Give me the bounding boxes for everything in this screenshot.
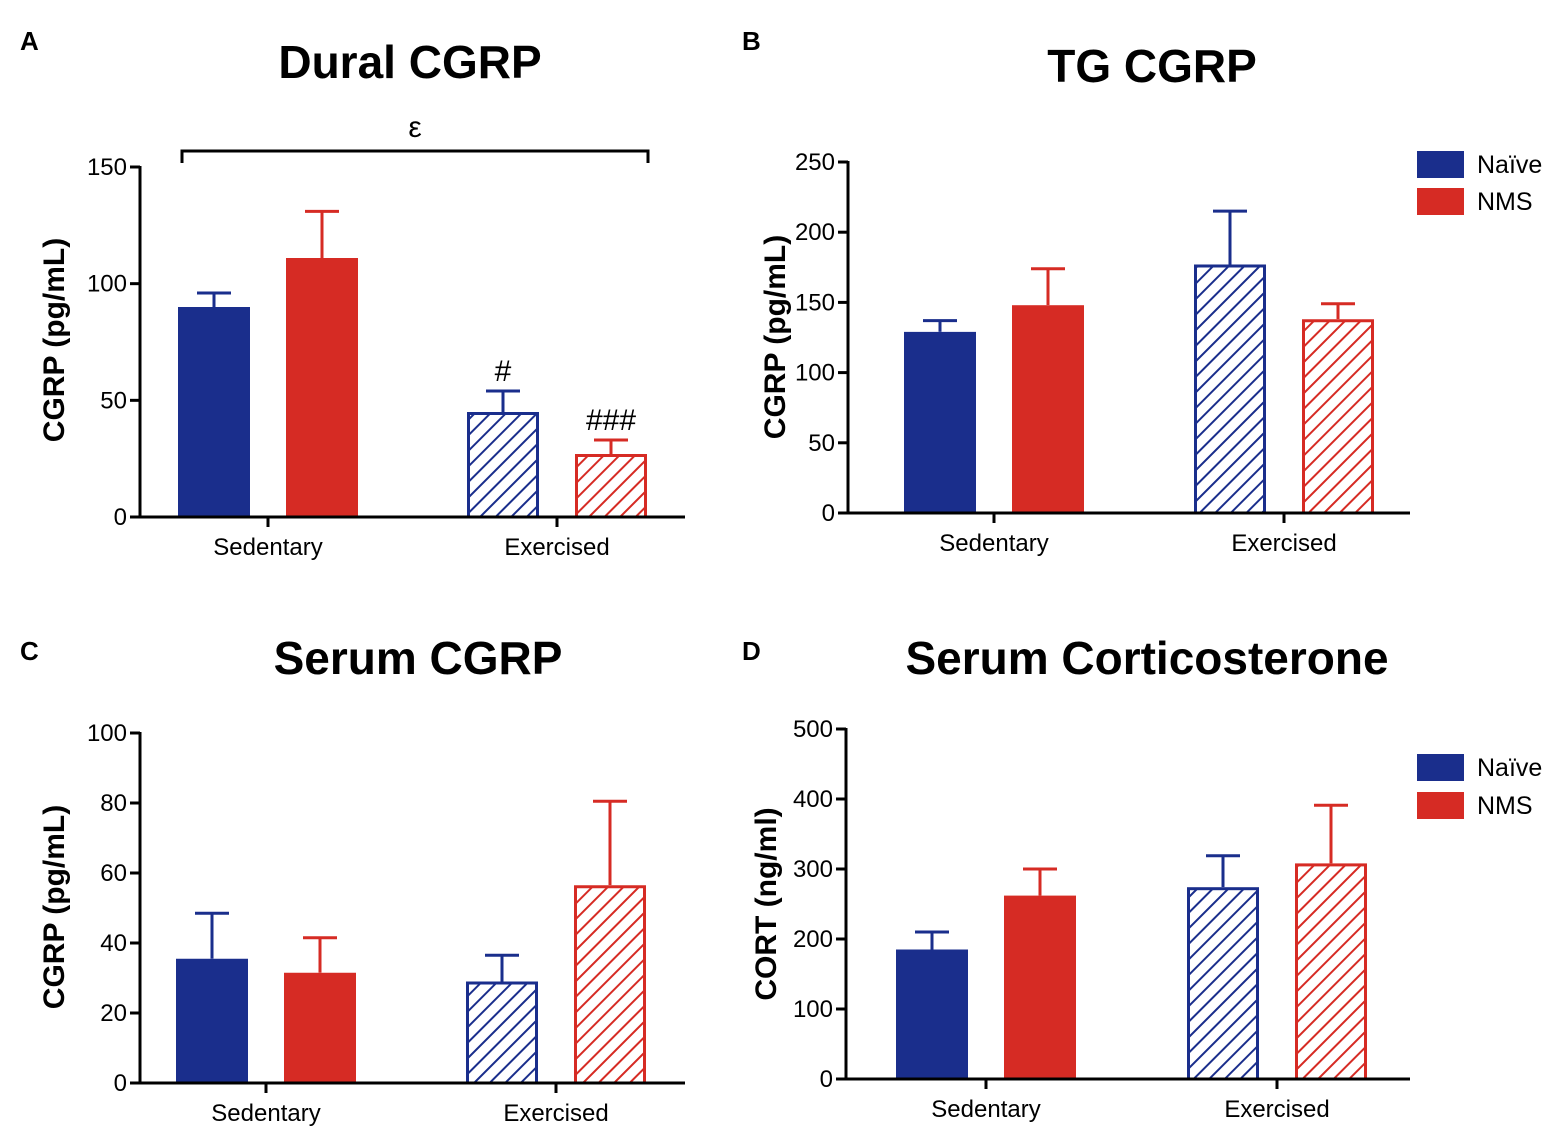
bar-nms-sedentary <box>286 258 358 519</box>
bar-nms-exercised <box>575 454 647 519</box>
bar-nave-sedentary <box>896 949 968 1081</box>
x-category-label: Sedentary <box>213 534 322 561</box>
bar-nms-sedentary <box>1012 305 1084 515</box>
bar-nms-exercised <box>574 885 646 1085</box>
panel-letter-a: A <box>20 26 39 56</box>
legend-label-naive: Naïve <box>1477 151 1542 179</box>
y-tick-label: 100 <box>793 996 833 1023</box>
y-tick-label: 0 <box>820 1066 833 1093</box>
bar-nave-exercised <box>466 981 538 1085</box>
legend-bottom: Naïve NMS <box>1417 754 1542 820</box>
bar-nave-exercised <box>1194 264 1266 515</box>
legend-swatch-naive <box>1417 754 1464 781</box>
chart-panel-a: A Dural CGRP CGRP (pg/mL) ε 0 50 100 150 Sed… <box>20 26 685 561</box>
bar-nave-sedentary <box>176 958 248 1085</box>
legend-swatch-naive <box>1417 151 1464 178</box>
chart-panel-d: D Serum Corticosterone CORT (ng/ml) Naïv… <box>742 632 1542 1123</box>
bar-nms-sedentary <box>1004 895 1076 1081</box>
y-tick-label: 500 <box>793 716 833 743</box>
bar-nave-sedentary <box>904 331 976 515</box>
y-tick-label: 200 <box>793 926 833 953</box>
bar-nave-exercised <box>467 412 539 519</box>
y-tick-label: 50 <box>808 430 835 457</box>
y-axis-title-c: CGRP (pg/mL) <box>38 805 71 1009</box>
y-tick-label: 300 <box>793 856 833 883</box>
bar-nave-exercised <box>1187 887 1259 1081</box>
bracket-line-a <box>180 149 650 163</box>
x-category-label: Exercised <box>1231 530 1336 557</box>
y-axis-title-b: CGRP (pg/mL) <box>759 235 792 439</box>
legend-swatch-nms <box>1417 792 1464 819</box>
chart-title-b: TG CGRP <box>1047 40 1257 92</box>
y-tick-label: 100 <box>87 720 127 747</box>
significance-bracket-a: ε <box>180 111 650 163</box>
chart-title-d: Serum Corticosterone <box>905 632 1388 684</box>
bar-nave-sedentary <box>178 307 250 519</box>
y-tick-label: 150 <box>795 289 835 316</box>
bar-nms-exercised <box>1295 863 1367 1081</box>
panel-letter-d: D <box>742 636 761 666</box>
panel-letter-c: C <box>20 636 39 666</box>
legend-label-naive: Naïve <box>1477 754 1542 782</box>
y-tick-label: 40 <box>100 930 127 957</box>
x-category-label: Exercised <box>503 1100 608 1127</box>
y-tick-label: 250 <box>795 149 835 176</box>
y-tick-label: 0 <box>114 504 127 531</box>
legend-label-nms: NMS <box>1477 792 1533 820</box>
y-axis-title-a: CGRP (pg/mL) <box>38 238 71 442</box>
x-category-label: Sedentary <box>939 530 1048 557</box>
bar-nms-sedentary <box>284 972 356 1085</box>
legend-label-nms: NMS <box>1477 188 1533 216</box>
x-category-label: Exercised <box>1224 1096 1329 1123</box>
y-tick-label: 150 <box>87 154 127 181</box>
chart-title-c: Serum CGRP <box>274 632 563 684</box>
significance-marker: # <box>495 355 512 388</box>
y-axis-title-d: CORT (ng/ml) <box>750 807 783 1000</box>
y-tick-label: 200 <box>795 219 835 246</box>
x-category-label: Sedentary <box>211 1100 320 1127</box>
legend-top: Naïve NMS <box>1417 151 1542 216</box>
chart-title-a: Dural CGRP <box>278 36 541 88</box>
y-tick-label: 100 <box>795 360 835 387</box>
y-tick-label: 0 <box>114 1070 127 1097</box>
y-tick-label: 100 <box>87 271 127 298</box>
x-category-label: Sedentary <box>931 1096 1040 1123</box>
x-category-label: Exercised <box>504 534 609 561</box>
y-tick-label: 400 <box>793 786 833 813</box>
y-tick-label: 60 <box>100 860 127 887</box>
chart-panel-b: B TG CGRP CGRP (pg/mL) Naïve NMS 0 50 100 1… <box>742 26 1542 557</box>
y-tick-label: 20 <box>100 1000 127 1027</box>
panel-letter-b: B <box>742 26 761 56</box>
bar-nms-exercised <box>1302 319 1374 515</box>
y-tick-label: 80 <box>100 790 127 817</box>
y-tick-label: 0 <box>822 500 835 527</box>
y-tick-label: 50 <box>100 387 127 414</box>
chart-panel-c: C Serum CGRP CGRP (pg/mL) 0 20 40 60 80 100 Se… <box>20 632 685 1127</box>
bracket-label-a: ε <box>408 111 421 144</box>
significance-marker: ### <box>586 404 636 437</box>
legend-swatch-nms <box>1417 188 1464 215</box>
